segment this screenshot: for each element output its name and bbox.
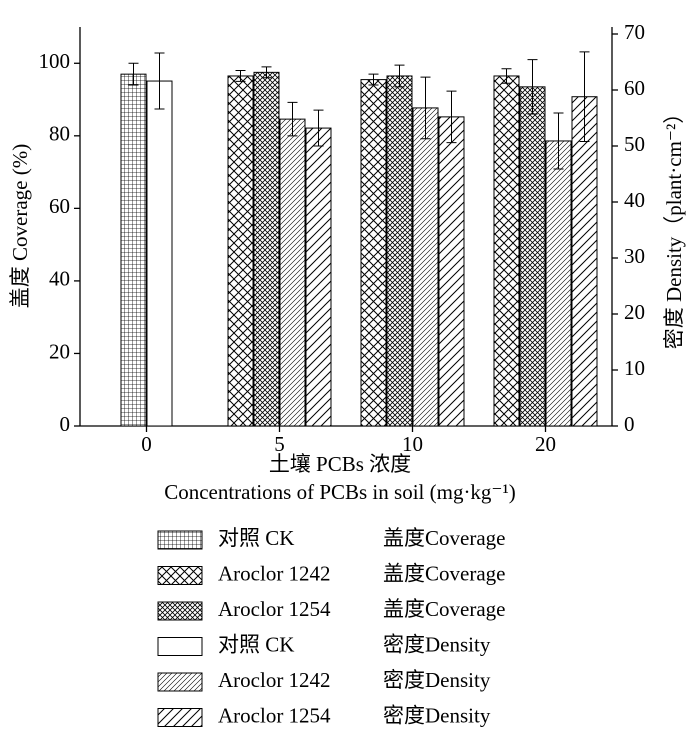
bar (412, 107, 439, 427)
bar (120, 73, 147, 427)
x-tick-label: 0 (141, 432, 152, 456)
error-bar (527, 59, 538, 115)
error-bar (128, 62, 139, 86)
y2-tick-label: 70 (624, 20, 645, 44)
error-bar (579, 51, 590, 143)
y2-tick-label: 20 (624, 300, 645, 324)
y-tick-label: 0 (60, 412, 71, 436)
bar (519, 86, 546, 427)
error-bar (501, 68, 512, 84)
y-tick-label: 40 (49, 267, 70, 291)
error-bar (261, 66, 272, 79)
error-bar (287, 101, 298, 137)
error-bar (368, 73, 379, 86)
y-tick-label: 60 (49, 194, 70, 218)
bar (360, 79, 387, 427)
error-bar (553, 112, 564, 170)
bar (438, 116, 465, 427)
y-tick-label: 80 (49, 122, 70, 146)
legend-label: Aroclor 1254 (218, 597, 331, 621)
bar (253, 71, 280, 427)
y-tick-label: 100 (39, 49, 71, 73)
legend-measure: 盖度Coverage (383, 597, 505, 621)
legend-measure: 盖度Coverage (383, 561, 505, 585)
x-tick-label: 20 (535, 432, 556, 456)
error-bar (420, 76, 431, 140)
legend-label: Aroclor 1254 (218, 703, 331, 727)
bar (305, 127, 332, 427)
legend-swatch (157, 530, 203, 550)
y2-tick-label: 30 (624, 244, 645, 268)
legend-swatch (157, 708, 203, 727)
y2-tick-label: 60 (624, 76, 645, 100)
legend-label: Aroclor 1242 (218, 668, 331, 692)
bar (493, 75, 520, 427)
y2-tick-label: 40 (624, 188, 645, 212)
legend-measure: 密度Density (383, 668, 491, 692)
y-tick-label: 20 (49, 339, 70, 363)
bar (545, 140, 572, 427)
legend-label: Aroclor 1242 (218, 561, 331, 585)
x-axis-label: 土壤 PCBs 浓度 (269, 452, 411, 476)
bar (227, 75, 254, 427)
bar (146, 80, 173, 427)
legend-measure: 盖度Coverage (383, 526, 505, 550)
legend-measure: 密度Density (383, 632, 491, 656)
legend-swatch (157, 637, 203, 656)
bar (279, 118, 306, 427)
bar (571, 96, 598, 427)
error-bar (394, 64, 405, 88)
y2-tick-label: 10 (624, 356, 645, 380)
error-bar (446, 90, 457, 144)
y-axis-label: 盖度 Coverage (%) (8, 144, 32, 308)
legend-measure: 密度Density (383, 703, 491, 727)
y2-tick-label: 50 (624, 132, 645, 156)
x-tick-label: 5 (274, 432, 285, 456)
legend-swatch (157, 566, 203, 585)
bar (386, 75, 413, 427)
y2-tick-label: 0 (624, 412, 635, 436)
error-bar (154, 52, 165, 110)
y2-axis-label: 密度 Density（plant·cm⁻²） (662, 103, 686, 350)
legend-label: 对照 CK (218, 526, 294, 550)
legend-label: 对照 CK (218, 632, 294, 656)
x-axis-label-en: Concentrations of PCBs in soil (mg·kg⁻¹) (164, 480, 516, 504)
legend-swatch (157, 601, 203, 621)
error-bar (313, 109, 324, 147)
legend-swatch (157, 672, 203, 692)
error-bar (235, 70, 246, 82)
x-tick-label: 10 (402, 432, 423, 456)
